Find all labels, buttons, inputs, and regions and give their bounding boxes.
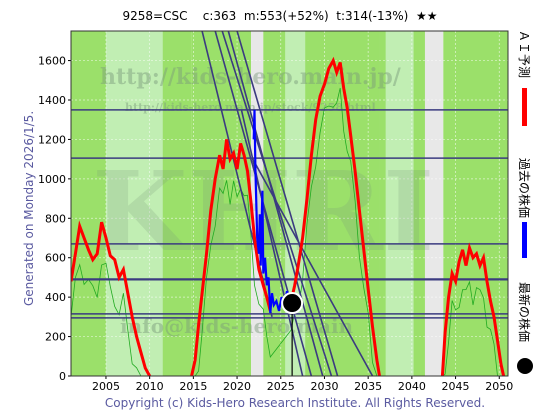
stock-code: 9258=CSC bbox=[122, 9, 188, 23]
legend-ai-swatch bbox=[522, 88, 527, 126]
y-tick-label: 0 bbox=[59, 370, 66, 383]
y-tick-label: 1200 bbox=[38, 133, 66, 146]
trend-line bbox=[252, 158, 374, 376]
x-tick-label: 2040 bbox=[398, 380, 426, 393]
ai-prediction-line bbox=[71, 56, 506, 376]
legend-latest-label: 最新の株価 bbox=[517, 282, 531, 343]
x-tick-label: 2020 bbox=[223, 380, 251, 393]
legend-ai-label: ＡＩ予測 bbox=[517, 30, 531, 79]
series-lines bbox=[71, 56, 506, 376]
horizontal-levels bbox=[71, 109, 508, 319]
y-tick-label: 200 bbox=[45, 331, 66, 344]
rating-stars: ★★ bbox=[415, 9, 438, 23]
plot-frame bbox=[70, 30, 509, 377]
trend-line bbox=[227, 31, 324, 376]
x-tick-label: 2010 bbox=[136, 380, 164, 393]
y-tick-label: 1000 bbox=[38, 173, 66, 186]
band-neutral bbox=[424, 31, 444, 376]
x-tick-label: 2030 bbox=[310, 380, 338, 393]
x-tick-label: 2035 bbox=[354, 380, 382, 393]
y-tick-label: 600 bbox=[45, 252, 66, 265]
axis-ticks: 0 200 400 600 800 1000 1200 1400 1600 2005 2010 201… bbox=[38, 55, 513, 393]
max-price: m:553(+52%) bbox=[243, 9, 329, 23]
watermark-url-small: http://kids-hero.main.jp/stock/9258.html bbox=[125, 101, 376, 114]
y-tick-label: 800 bbox=[45, 212, 66, 225]
thin-green-path bbox=[70, 87, 504, 377]
copyright-footer: Copyright (c) Kids-Hero Research Institu… bbox=[104, 396, 486, 410]
legend-latest-swatch bbox=[517, 358, 533, 374]
legend-past-swatch bbox=[522, 222, 527, 258]
x-tick-label: 2045 bbox=[442, 380, 470, 393]
legend bbox=[517, 88, 533, 374]
y-tick-label: 400 bbox=[45, 291, 66, 304]
legend-past-label: 過去の株価 bbox=[517, 158, 531, 219]
chart-header: 9258=CSC c:363 m:553(+52%) t:314(-13%) ★… bbox=[0, 9, 560, 23]
x-tick-label: 2050 bbox=[485, 380, 513, 393]
band-light bbox=[285, 31, 306, 376]
band-bull bbox=[443, 31, 508, 376]
target-price: t:314(-13%) bbox=[336, 9, 409, 23]
x-tick-label: 2025 bbox=[267, 380, 295, 393]
x-tick-label: 2015 bbox=[179, 380, 207, 393]
y-tick-label: 1600 bbox=[38, 55, 66, 68]
x-tick-label: 2005 bbox=[92, 380, 120, 393]
current-price: c:363 bbox=[202, 9, 237, 23]
thin-green-line bbox=[70, 87, 504, 377]
latest-price-marker bbox=[281, 292, 304, 315]
y-tick-label: 1400 bbox=[38, 94, 66, 107]
trend-line bbox=[236, 31, 339, 376]
generated-date-label: Generated on Monday 2026/1/5. bbox=[22, 110, 36, 306]
